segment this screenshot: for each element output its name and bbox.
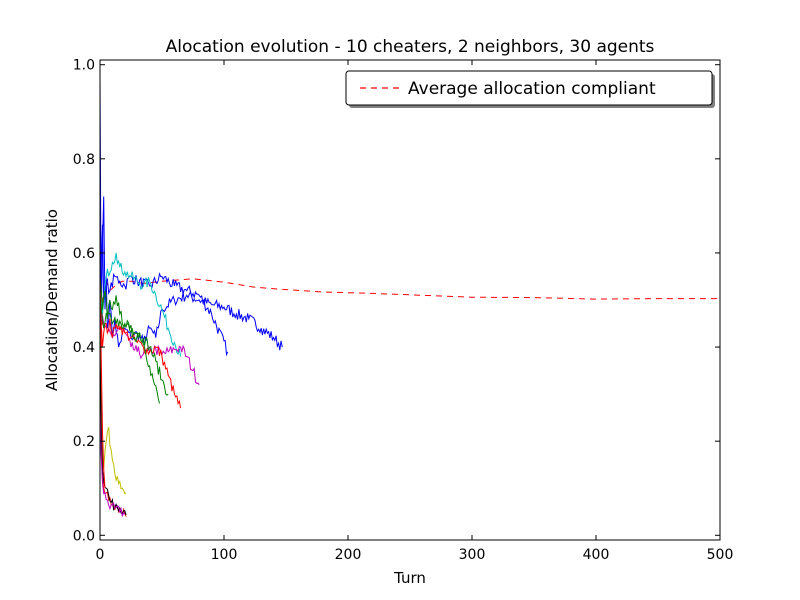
x-tick-label: 400 [583,547,610,563]
y-tick-label: 0.2 [73,434,95,450]
series-agent-3 [99,252,182,357]
series-agent-12 [99,276,106,489]
series-agent-2 [99,224,229,371]
y-tick-label: 0.6 [73,246,95,262]
y-tick-label: 1.0 [73,58,95,74]
x-tick-label: 0 [96,547,105,563]
legend: Average allocation compliant [345,70,715,108]
chart-title: Alocation evolution - 10 cheaters, 2 nei… [166,37,655,57]
x-tick-label: 200 [335,547,362,563]
y-tick-label: 0.0 [73,528,95,544]
x-tick-label: 500 [707,547,734,563]
series-agent-8 [99,290,127,495]
x-axis-label: Turn [393,569,426,587]
y-tick-label: 0.4 [73,340,95,356]
x-tick-label: 300 [459,547,486,563]
legend-label-average: Average allocation compliant [408,79,656,99]
plot-frame [99,59,721,541]
series-agent-7 [99,299,169,396]
x-tick-label: 100 [211,547,238,563]
series-agent-11 [99,403,126,517]
series-agent-5 [99,290,182,409]
plot-lines [99,78,720,517]
y-axis-label: Allocation/Demand ratio [43,209,61,391]
axis-ticks: 0 100 200 300 400 500 0.0 0.2 0.4 0.6 0.8 1.0 [73,58,734,563]
legend-box [345,70,713,106]
y-tick-label: 0.8 [73,152,95,168]
